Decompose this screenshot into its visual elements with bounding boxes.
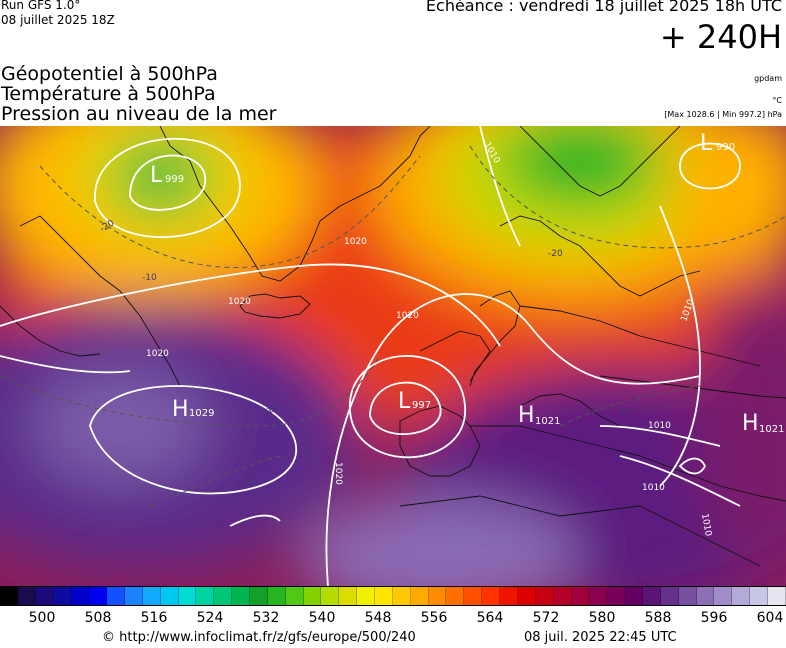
color-scale-swatch	[607, 587, 626, 605]
pressure-center-value: 1029	[189, 408, 214, 419]
color-scale-swatch	[464, 587, 483, 605]
pressure-center-type: L	[150, 163, 163, 188]
color-scale-tick-label: 524	[196, 610, 224, 626]
color-scale-tick-label: 508	[84, 610, 112, 626]
layer-title-temperature: Température à 500hPa	[1, 83, 216, 105]
color-scale-tick-label: 572	[532, 610, 560, 626]
color-scale-swatch	[17, 587, 36, 605]
unit-temperature: °C	[772, 96, 782, 105]
color-scale-swatch	[250, 587, 268, 605]
isobar-label: 1020	[396, 311, 419, 321]
color-scale-bar	[0, 586, 786, 606]
color-scale-swatch	[125, 587, 143, 605]
color-scale-tick-label: 596	[700, 610, 728, 626]
color-scale-swatch	[589, 587, 608, 605]
run-title: Run GFS 1.0°	[1, 0, 81, 12]
color-scale-swatch	[35, 587, 54, 605]
isotherm-label: -10	[142, 273, 157, 283]
color-scale-swatch	[642, 587, 661, 605]
color-scale-swatch	[142, 587, 161, 605]
color-scale-swatch	[678, 587, 697, 605]
unit-geopotential: gpdam	[754, 74, 782, 83]
isobar-label: 1010	[642, 483, 665, 493]
color-scale-tick-label: 564	[476, 610, 504, 626]
layer-title-geopotential: Géopotentiel à 500hPa	[1, 63, 218, 85]
isotherm-label: -20	[548, 249, 563, 259]
color-scale-tick-label: 548	[364, 610, 392, 626]
color-scale-swatch	[71, 587, 90, 605]
source-credit: © http://www.infoclimat.fr/z/gfs/europe/…	[102, 630, 416, 645]
pressure-center-type: L	[398, 389, 411, 414]
color-scale-tick-label: 532	[252, 610, 280, 626]
isotherm-label: -10	[616, 407, 631, 417]
color-scale-tick-label: 500	[28, 610, 56, 626]
isobar-label: 1010	[648, 421, 671, 431]
color-scale-swatch	[375, 587, 393, 605]
color-scale-swatch	[750, 587, 768, 605]
color-scale-swatch	[446, 587, 465, 605]
color-scale-swatch	[660, 587, 679, 605]
color-scale-swatch	[392, 587, 411, 605]
color-scale-swatch	[321, 587, 340, 605]
color-scale-swatch	[625, 587, 643, 605]
pressure-center-type: H	[742, 411, 759, 436]
color-scale-swatch	[357, 587, 376, 605]
run-date: 08 juillet 2025 18Z	[1, 13, 115, 27]
color-scale-tick-label: 540	[308, 610, 336, 626]
isobar-label: 1010	[699, 513, 713, 538]
color-scale-swatch	[53, 587, 72, 605]
color-scale-swatch	[214, 587, 233, 605]
color-scale-swatch	[267, 587, 286, 605]
pressure-center-value: 997	[412, 400, 431, 411]
pressure-center-value: 1021	[759, 424, 784, 435]
color-scale-swatch	[428, 587, 447, 605]
color-scale-swatch	[89, 587, 108, 605]
color-scale-swatch	[232, 587, 251, 605]
color-scale-swatch	[410, 587, 429, 605]
isobar-label: 1020	[228, 297, 251, 307]
isobar-label: 1020	[333, 462, 343, 485]
isobar-label: 1020	[344, 237, 367, 247]
color-scale-swatch	[767, 587, 786, 605]
unit-pressure-range: [Max 1028.6 | Min 997.2] hPa	[664, 110, 782, 119]
color-scale-swatch	[482, 587, 501, 605]
color-scale-swatch	[517, 587, 536, 605]
pressure-center-value: 990	[716, 142, 735, 153]
color-scale-swatch	[732, 587, 751, 605]
valid-time: Echéance : vendredi 18 juillet 2025 18h …	[425, 0, 782, 15]
color-scale-swatch	[571, 587, 590, 605]
color-scale-swatch	[303, 587, 322, 605]
color-scale-swatch	[339, 587, 358, 605]
color-scale-tick-label: 556	[420, 610, 448, 626]
color-scale-swatch	[535, 587, 554, 605]
color-scale-swatch	[160, 587, 179, 605]
color-scale-swatch	[553, 587, 572, 605]
lead-time: + 240H	[659, 18, 782, 56]
color-scale-tick-label: 604	[756, 610, 784, 626]
color-scale-swatch	[178, 587, 197, 605]
color-scale-tick-label: 588	[644, 610, 672, 626]
pressure-center-type: H	[518, 403, 535, 428]
generation-time: 08 juil. 2025 22:45 UTC	[524, 630, 677, 645]
pressure-center-value: 1021	[535, 416, 560, 427]
layer-title-pressure: Pression au niveau de la mer	[1, 103, 277, 125]
pressure-center-type: L	[700, 131, 713, 156]
color-scale-swatch	[107, 587, 126, 605]
color-scale-swatch	[696, 587, 715, 605]
pressure-center-value: 999	[165, 174, 184, 185]
color-scale-ticks: 500 508 516 524 532 540 548 556 564 572 580 588 596 6…	[0, 610, 786, 628]
color-scale-swatch	[196, 587, 215, 605]
color-scale-swatch	[285, 587, 304, 605]
color-scale-swatch	[500, 587, 518, 605]
color-scale-swatch	[714, 587, 733, 605]
weather-map: L 999 L 990 H 1029 L 997 H 1021 H 1021 1…	[0, 126, 786, 586]
color-scale-swatch	[0, 587, 18, 605]
color-scale-tick-label: 516	[140, 610, 168, 626]
color-scale-tick-label: 580	[588, 610, 616, 626]
pressure-center-type: H	[172, 397, 189, 422]
isobar-label: 1020	[146, 349, 169, 359]
